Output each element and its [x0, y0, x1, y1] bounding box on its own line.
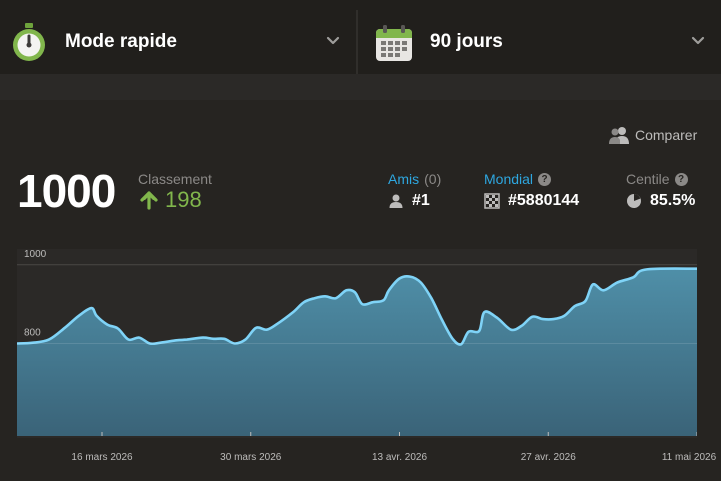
- help-icon[interactable]: ?: [674, 172, 688, 186]
- header-divider: [356, 10, 358, 74]
- rank-label: Classement: [138, 171, 212, 187]
- rating-area: [17, 268, 697, 436]
- x-axis-labels: 16 mars 2026 30 mars 2026 13 avr. 2026 27 a…: [71, 452, 717, 463]
- friends-stat: Amis (0) #1: [388, 171, 441, 210]
- period-selector[interactable]: 90 jours: [358, 10, 721, 76]
- header-band: [0, 74, 721, 100]
- top-bar: [0, 0, 721, 74]
- compare-button[interactable]: Comparer: [608, 126, 697, 144]
- game-mode-selector[interactable]: Mode rapide: [0, 10, 356, 76]
- x-tick-label: 13 avr. 2026: [372, 452, 427, 463]
- rank-change-value: 198: [165, 187, 202, 212]
- global-stat: Mondial ? #5880144: [484, 171, 579, 210]
- game-mode-label: Mode rapide: [65, 31, 177, 52]
- y-tick-label: 1000: [24, 249, 47, 260]
- help-icon[interactable]: ?: [538, 172, 552, 186]
- period-label: 90 jours: [430, 31, 503, 52]
- current-rating: 1000: [17, 165, 116, 217]
- x-tick-label: 11 mai 2026: [662, 452, 717, 463]
- global-rank: #5880144: [508, 192, 580, 209]
- percentile-stat: Centile ? 85.5%: [626, 171, 695, 210]
- global-link[interactable]: Mondial: [484, 171, 534, 187]
- calendar-icon: [376, 25, 412, 61]
- rating-chart-svg: 6008001000: [17, 249, 697, 436]
- friends-rank: #1: [412, 192, 430, 209]
- x-tick-label: 27 avr. 2026: [521, 452, 576, 463]
- rating-chart: 6008001000: [17, 249, 697, 438]
- x-tick-label: 30 mars 2026: [220, 452, 282, 463]
- pie-chart-icon: [627, 194, 641, 208]
- percentile-value: 85.5%: [650, 192, 696, 209]
- friends-link[interactable]: Amis: [388, 171, 420, 187]
- compare-label: Comparer: [635, 127, 698, 143]
- rank-change: 198: [139, 187, 202, 213]
- stopwatch-icon: [13, 23, 45, 61]
- y-tick-label: 800: [24, 328, 41, 339]
- friends-count: (0): [424, 171, 442, 187]
- chevron-down-icon: [326, 36, 340, 45]
- user-icon: [389, 194, 403, 208]
- chevron-down-icon: [691, 36, 705, 45]
- chessboard-icon: [484, 193, 500, 209]
- rating-line: [17, 267, 697, 346]
- people-icon: [609, 127, 629, 144]
- arrow-up-icon: [140, 191, 158, 210]
- x-tick-label: 16 mars 2026: [71, 452, 133, 463]
- percentile-label: Centile: [626, 171, 670, 187]
